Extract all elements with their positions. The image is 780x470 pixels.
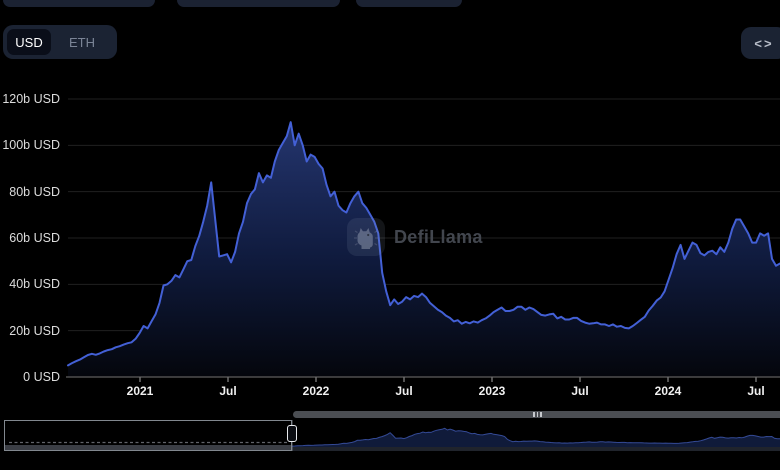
x-axis-label: 2024 [654, 384, 682, 398]
horizontal-scrollbar-thumb[interactable] [293, 411, 780, 418]
grip-dots-icon [533, 412, 542, 417]
currency-toggle: USD ETH [3, 25, 117, 59]
x-axis-label: Jul [219, 384, 237, 398]
datazoom-window-bottom-bar [5, 446, 291, 450]
currency-option-usd[interactable]: USD [7, 29, 51, 55]
y-axis-label: 120b USD [2, 92, 60, 106]
datazoom-right-handle[interactable] [287, 425, 297, 442]
y-axis-label: 0 USD [23, 370, 60, 384]
x-axis-label: 2023 [478, 384, 506, 398]
x-axis-label: Jul [571, 384, 589, 398]
y-axis-label: 80b USD [9, 184, 60, 199]
code-icon: <> [754, 35, 774, 51]
y-axis-label: 40b USD [9, 277, 60, 292]
y-axis-label: 100b USD [2, 138, 60, 153]
x-axis-label: 2022 [302, 384, 330, 398]
x-axis-label: Jul [747, 384, 765, 398]
x-axis-label: 2021 [126, 384, 154, 398]
datazoom-selection-window[interactable] [4, 420, 292, 451]
partial-tab-2[interactable] [177, 0, 340, 7]
y-axis-label: 60b USD [9, 231, 60, 245]
y-axis-label: 20b USD [9, 323, 60, 338]
partial-tab-3[interactable] [356, 0, 462, 7]
currency-option-eth[interactable]: ETH [69, 34, 95, 50]
x-axis-label: Jul [395, 384, 413, 398]
embed-code-button[interactable]: <> [741, 27, 780, 59]
partial-tab-1[interactable] [3, 0, 155, 7]
